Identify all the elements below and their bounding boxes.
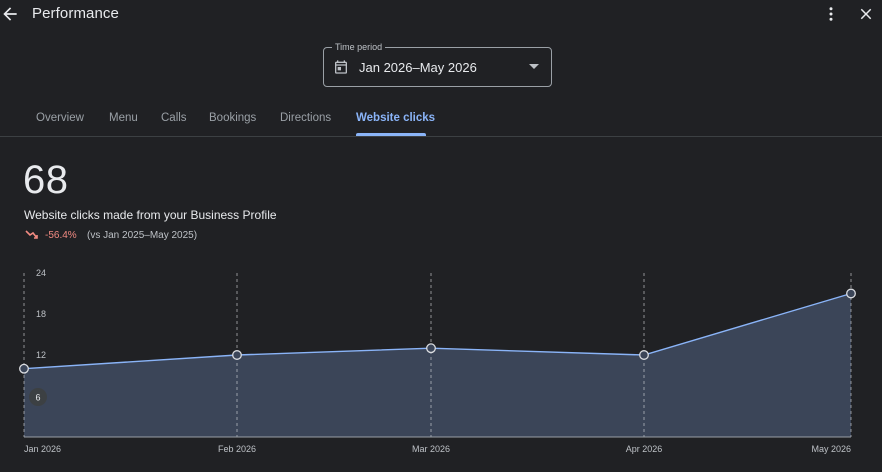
time-period-value: Jan 2026–May 2026: [359, 60, 477, 75]
x-tick-label: Mar 2026: [412, 444, 450, 454]
change-percent: -56.4%: [45, 230, 77, 241]
chart-area: [24, 293, 851, 437]
dropdown-arrow-icon: [529, 64, 539, 69]
tab-website-clicks[interactable]: Website clicks: [356, 112, 436, 124]
data-point: [232, 350, 242, 360]
time-period-legend: Time period: [332, 41, 386, 53]
tab-calls[interactable]: Calls: [161, 112, 187, 124]
trending-down-icon: [25, 230, 38, 239]
x-tick-label: Apr 2026: [626, 444, 663, 454]
data-point: [19, 363, 29, 374]
y-tick-badge: [29, 388, 47, 406]
data-point: [426, 343, 436, 354]
tab-bookings[interactable]: Bookings: [209, 112, 257, 124]
x-tick-label: May 2026: [811, 444, 851, 454]
y-tick-label: 6: [35, 393, 40, 403]
data-point: [639, 350, 649, 360]
metric-value: 68: [23, 158, 69, 202]
calendar-icon: [335, 60, 347, 74]
page-title: Performance: [32, 5, 119, 22]
tab-bar: Overview Menu Calls Bookings Directions …: [0, 104, 882, 137]
metric-label: Website clicks made from your Business P…: [24, 208, 277, 222]
close-icon[interactable]: [857, 5, 875, 23]
website-clicks-chart: 24 18 12 6 Jan 2026 Feb 2026 Mar 2026 Apr 2026 M…: [19, 268, 856, 454]
time-period-select[interactable]: Time period Jan 2026–May 2026: [323, 41, 552, 87]
x-tick-label: Feb 2026: [218, 444, 256, 454]
tab-menu[interactable]: Menu: [109, 112, 138, 124]
active-tab-indicator: [356, 133, 426, 136]
x-tick-label: Jan 2026: [24, 444, 61, 454]
arrow-back-icon[interactable]: [0, 4, 20, 24]
more-vert-icon[interactable]: [822, 5, 840, 23]
tab-directions[interactable]: Directions: [280, 112, 332, 124]
comparison-period: (vs Jan 2025–May 2025): [87, 230, 198, 241]
y-tick-label: 12: [36, 350, 46, 360]
y-tick-label: 24: [36, 268, 46, 278]
y-tick-label: 18: [36, 309, 46, 319]
tab-overview[interactable]: Overview: [36, 112, 84, 124]
data-point: [846, 288, 856, 299]
